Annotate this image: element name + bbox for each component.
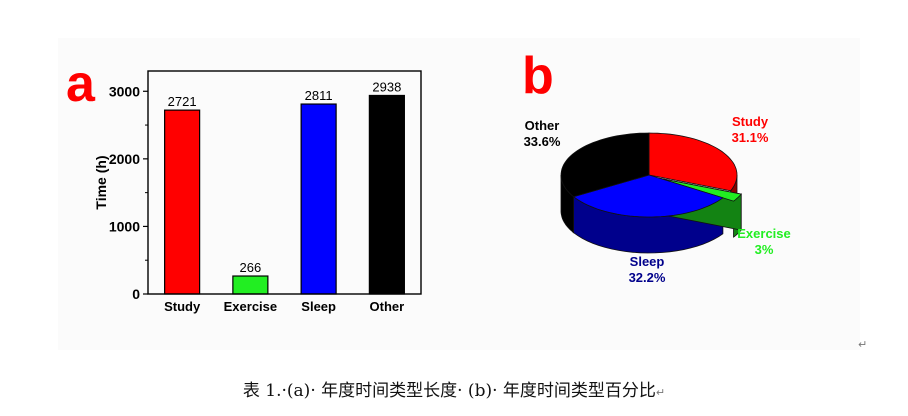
y-tick-label: 3000 xyxy=(109,83,140,99)
pie-label-name: Exercise xyxy=(737,226,791,241)
pie-label-name: Other xyxy=(525,118,560,133)
panel-label-b: b xyxy=(522,47,554,105)
panel-label-a: a xyxy=(66,55,95,113)
pie-slice-study xyxy=(648,132,738,192)
figure-caption: 表 1.·(a)· 年度时间类型长度· (b)· 年度时间类型百分比↵ xyxy=(0,376,908,401)
x-tick-label: Sleep xyxy=(301,299,336,314)
bar-value-label: 2811 xyxy=(305,88,333,103)
x-tick-label: Exercise xyxy=(224,299,278,314)
bar-chart: 0 1000 2000 3000 2721 Study 266 Exercise 2811 Sle… xyxy=(93,70,422,314)
x-tick-label: Other xyxy=(370,299,405,314)
caption-text: 表 1.·(a)· 年度时间类型长度· (b)· 年度时间类型百分比 xyxy=(242,381,656,401)
bar-other xyxy=(368,94,405,295)
bar-value-label: 2721 xyxy=(168,94,197,109)
return-mark-icon: ↵ xyxy=(858,338,868,351)
pie-label-percent: 33.6% xyxy=(524,134,561,149)
y-axis-label: Time (h) xyxy=(93,155,109,209)
x-tick-label: Study xyxy=(164,299,201,314)
caption-return-mark-icon: ↵ xyxy=(655,386,666,399)
bar-sleep xyxy=(300,103,337,295)
bar-value-label: 2938 xyxy=(372,79,401,94)
pie-label-name: Study xyxy=(732,114,769,129)
y-tick-label: 1000 xyxy=(109,218,140,234)
pie-label-name: Sleep xyxy=(630,254,665,269)
y-tick-label: 0 xyxy=(132,286,140,302)
pie-label-percent: 3% xyxy=(755,242,774,257)
bar-exercise xyxy=(232,275,269,295)
pie-slice-sleep xyxy=(572,174,724,218)
pie-label-percent: 32.2% xyxy=(629,270,666,285)
pie-slice-other xyxy=(560,132,650,198)
plot-frame xyxy=(147,70,422,295)
bar-study xyxy=(164,109,201,295)
bar-value-label: 266 xyxy=(240,260,262,275)
pie-label-percent: 31.1% xyxy=(732,130,769,145)
y-tick-label: 2000 xyxy=(109,151,140,167)
pie-slice-exercise xyxy=(659,177,743,202)
